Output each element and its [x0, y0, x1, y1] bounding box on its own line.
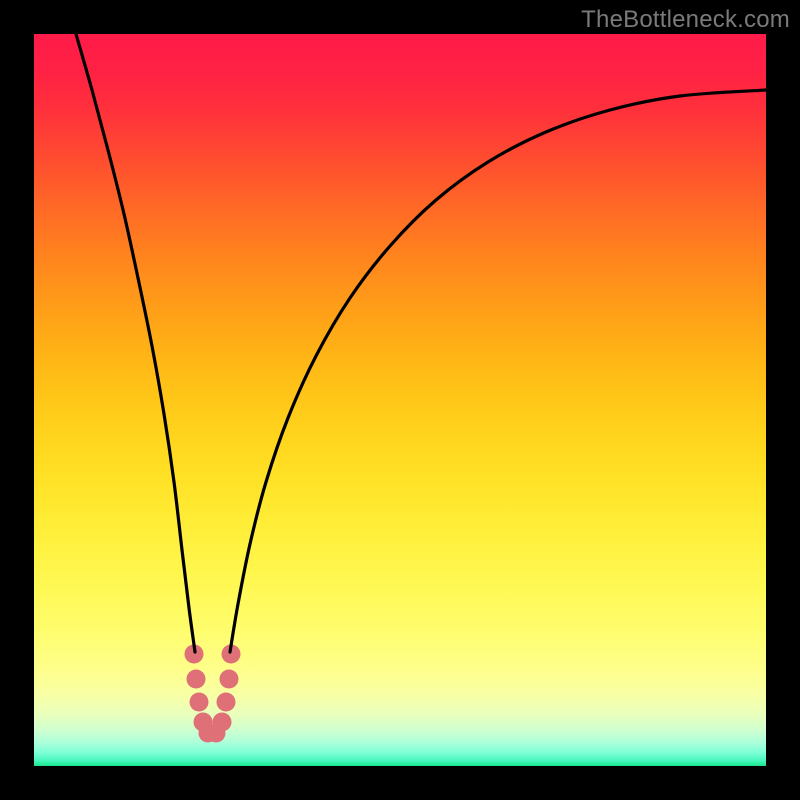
watermark-text: TheBottleneck.com — [581, 6, 790, 34]
data-marker — [220, 670, 239, 689]
data-marker — [190, 693, 209, 712]
data-marker — [217, 693, 236, 712]
data-marker — [187, 670, 206, 689]
figure-root: TheBottleneck.com — [0, 0, 800, 800]
data-marker — [213, 713, 232, 732]
bottleneck-chart — [0, 0, 800, 800]
gradient-background — [34, 34, 766, 766]
